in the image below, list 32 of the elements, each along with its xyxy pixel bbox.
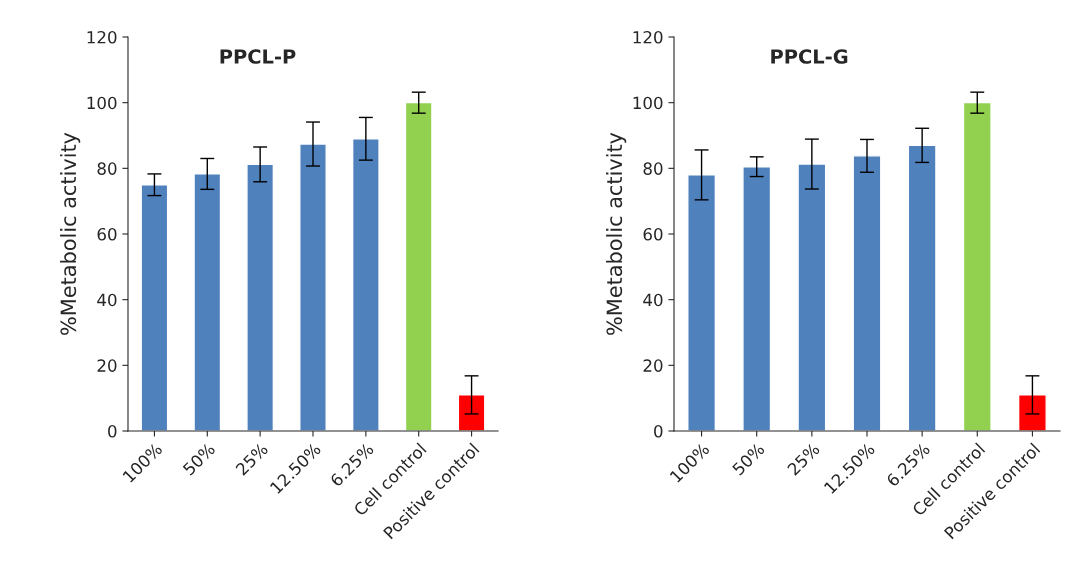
bar [404,101,433,431]
bar [299,143,327,431]
y-tick-label: 100 [87,96,117,110]
text: PPCL-G [771,49,848,64]
y-tick-label: 120 [87,30,117,44]
bar [852,155,882,431]
y-tick-label: 80 [643,162,663,175]
y-tick-label: 20 [643,359,663,372]
y-tick-label: 60 [643,227,663,241]
y-axis-title: %Metabolic activity [606,132,627,335]
y-tick-label: 0 [654,424,663,438]
y-tick-label: 0 [108,424,117,438]
bar [457,394,486,431]
bar [246,163,275,431]
y-tick-label: 120 [633,30,663,44]
bar [351,138,380,431]
bar [907,144,937,431]
y-tick-label: 40 [97,293,117,307]
bar [797,163,827,431]
y-tick-label: 40 [643,293,663,307]
text: PPCL-P [220,49,296,64]
bar [140,184,169,431]
bar [1017,394,1047,431]
y-tick-label: 100 [633,96,663,110]
bar [742,165,772,431]
y-tick-label: 60 [97,227,117,241]
y-axis-title: %Metabolic activity [60,132,81,335]
bar [962,101,992,431]
bar [687,174,717,431]
y-tick-label: 20 [97,359,117,372]
bar [193,173,222,431]
y-tick-label: 80 [97,162,117,175]
